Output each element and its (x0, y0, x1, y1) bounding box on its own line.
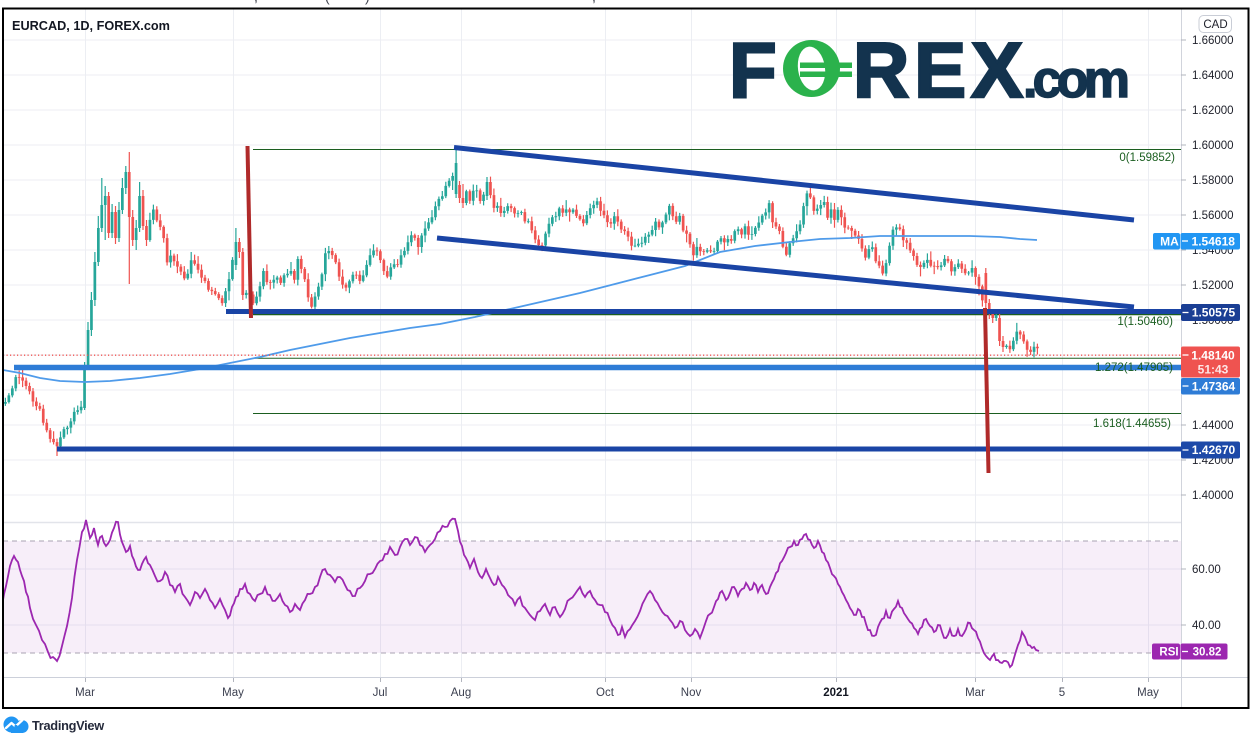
svg-text:CAD: CAD (1203, 19, 1227, 31)
svg-text:,: , (254, 0, 258, 5)
svg-text:1.58000: 1.58000 (1192, 175, 1234, 187)
svg-text:0(1.59852): 0(1.59852) (1119, 152, 1175, 164)
svg-text:1.54618: 1.54618 (1192, 234, 1236, 248)
svg-text:2021: 2021 (823, 687, 849, 699)
svg-text:MA: MA (1160, 234, 1179, 248)
svg-text:1(1.50460): 1(1.50460) (1117, 316, 1173, 328)
svg-text:1.272(1.47905): 1.272(1.47905) (1095, 362, 1173, 374)
svg-text:,: , (592, 0, 596, 5)
svg-text:30.82: 30.82 (1193, 647, 1222, 659)
svg-text:Oct: Oct (596, 687, 615, 699)
svg-text:May: May (222, 687, 244, 699)
svg-text:REX: REX (853, 26, 1023, 114)
svg-text:1.618(1.44655): 1.618(1.44655) (1093, 418, 1171, 430)
svg-text:1.52000: 1.52000 (1192, 280, 1234, 292)
svg-text:1.47364: 1.47364 (1192, 379, 1236, 393)
svg-text:Mar: Mar (75, 687, 95, 699)
svg-text:Jul: Jul (373, 687, 388, 699)
svg-text:60.00: 60.00 (1192, 564, 1221, 576)
svg-text:5: 5 (1059, 687, 1065, 699)
svg-text:RSI: RSI (1159, 647, 1178, 659)
svg-text:EURCAD, 1D, FOREX.com: EURCAD, 1D, FOREX.com (12, 19, 170, 33)
svg-text:51:43: 51:43 (1198, 363, 1229, 377)
svg-text:TradingView: TradingView (32, 718, 104, 733)
svg-text:Mar: Mar (965, 687, 985, 699)
svg-text:1.62000: 1.62000 (1192, 105, 1234, 117)
svg-text:1.60000: 1.60000 (1192, 140, 1234, 152)
svg-text:1.40000: 1.40000 (1192, 490, 1234, 502)
svg-text:Nov: Nov (681, 687, 702, 699)
svg-text:1.50575: 1.50575 (1192, 306, 1236, 320)
svg-text:1.64000: 1.64000 (1192, 70, 1234, 82)
svg-text:40.00: 40.00 (1192, 620, 1221, 632)
svg-text:F: F (729, 26, 779, 114)
svg-text:1.44000: 1.44000 (1192, 420, 1234, 432)
svg-text:1.66000: 1.66000 (1192, 35, 1234, 47)
svg-text:): ) (365, 0, 370, 5)
svg-text:May: May (1137, 687, 1159, 699)
svg-text:.com: .com (1023, 51, 1130, 109)
svg-text:1.56000: 1.56000 (1192, 210, 1234, 222)
svg-text:1.42670: 1.42670 (1192, 443, 1236, 457)
svg-text:(: ( (325, 0, 330, 5)
svg-text:Aug: Aug (451, 687, 471, 699)
svg-text:1.48140: 1.48140 (1191, 349, 1235, 363)
